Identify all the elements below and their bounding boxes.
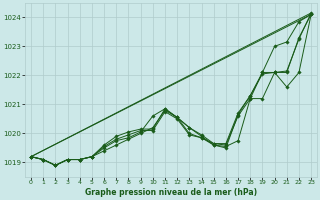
X-axis label: Graphe pression niveau de la mer (hPa): Graphe pression niveau de la mer (hPa) [85,188,257,197]
